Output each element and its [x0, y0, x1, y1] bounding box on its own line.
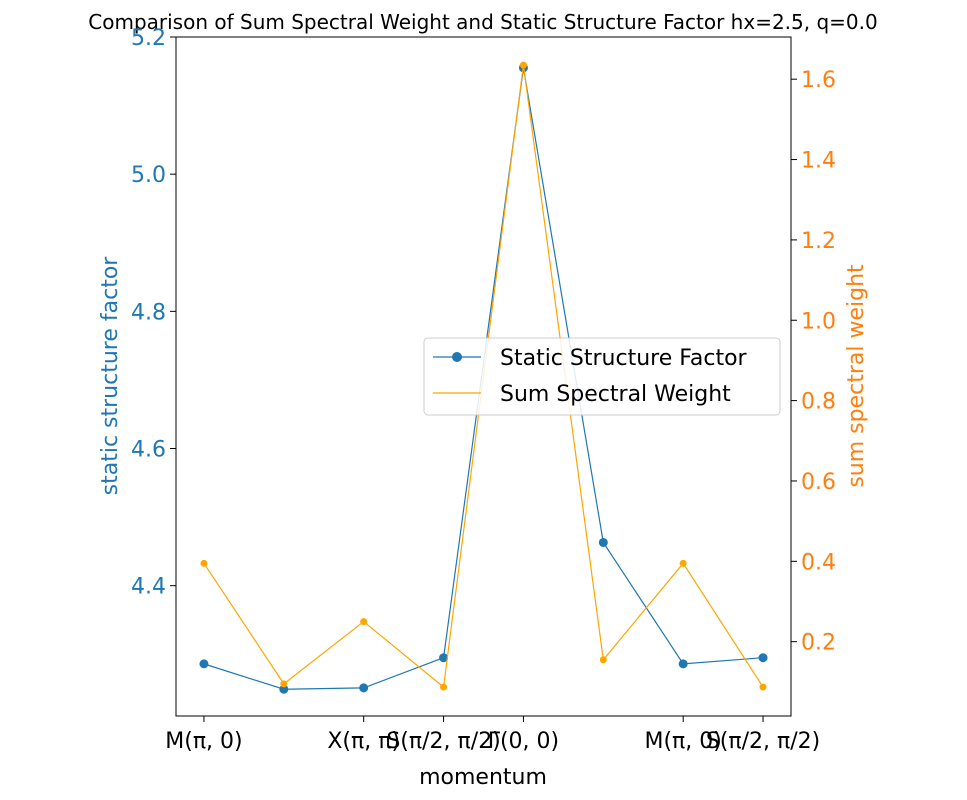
x-axis-label: momentum [419, 765, 547, 790]
left-tick-label: 4.6 [131, 438, 166, 463]
x-tick-label: M(π, 0) [165, 729, 242, 754]
right-tick-label: 0.2 [801, 631, 836, 656]
right-tick-label: 1.6 [801, 68, 836, 93]
series-point-0 [279, 684, 289, 694]
x-tick-label: S(π/2, π/2) [386, 729, 500, 754]
x-tick-label: M(π, 0) [644, 729, 721, 754]
legend-label-ssw: Sum Spectral Weight [500, 382, 731, 407]
series-point-1 [599, 656, 607, 664]
x-tick-label: Γ(0, 0) [488, 729, 559, 754]
series-point-0 [359, 683, 369, 693]
legend-label-ssf: Static Structure Factor [500, 346, 748, 371]
right-tick-label: 1.0 [801, 309, 836, 334]
series-point-1 [280, 680, 288, 688]
series-point-0 [199, 659, 209, 669]
x-axis: M(π, 0) X(π, π)S(π/2, π/2)Γ(0, 0) M(π, 0)S… [165, 716, 820, 754]
series-point-1 [200, 559, 208, 567]
series-point-0 [439, 653, 449, 663]
series-point-0 [598, 537, 608, 547]
x-tick-label: X(π, π) [327, 729, 400, 754]
plot-area [175, 36, 792, 717]
series-point-0 [678, 659, 688, 669]
series-point-1 [360, 618, 368, 626]
right-tick-label: 0.8 [801, 390, 836, 415]
left-axis-label: static structure factor [98, 256, 123, 496]
left-tick-label: 4.8 [131, 300, 166, 325]
series-point-1 [519, 61, 527, 69]
left-tick-label: 5.2 [131, 26, 166, 51]
left-tick-label: 4.4 [131, 575, 166, 600]
right-y-axis: 0.2 0.4 0.6 0.8 1.0 1.2 1.4 1.6 [791, 68, 836, 656]
series-point-1 [679, 559, 687, 567]
legend: Static Structure Factor Sum Spectral Wei… [423, 337, 781, 416]
chart-title: Comparison of Sum Spectral Weight and St… [88, 10, 877, 34]
legend-marker-ssf [452, 352, 462, 362]
right-tick-label: 1.2 [801, 229, 836, 254]
series-point-0 [758, 653, 768, 663]
legend-box [423, 337, 781, 416]
x-tick-label: S(π/2, π/2) [706, 729, 820, 754]
right-tick-label: 0.4 [801, 550, 836, 575]
left-y-axis: 4.4 4.6 4.8 5.0 5.2 [131, 26, 176, 600]
right-tick-label: 1.4 [801, 149, 836, 174]
left-tick-label: 5.0 [131, 163, 166, 188]
right-tick-label: 0.6 [801, 470, 836, 495]
right-axis-label: sum spectral weight [844, 264, 869, 488]
series-point-1 [440, 683, 448, 691]
series-point-1 [759, 683, 767, 691]
